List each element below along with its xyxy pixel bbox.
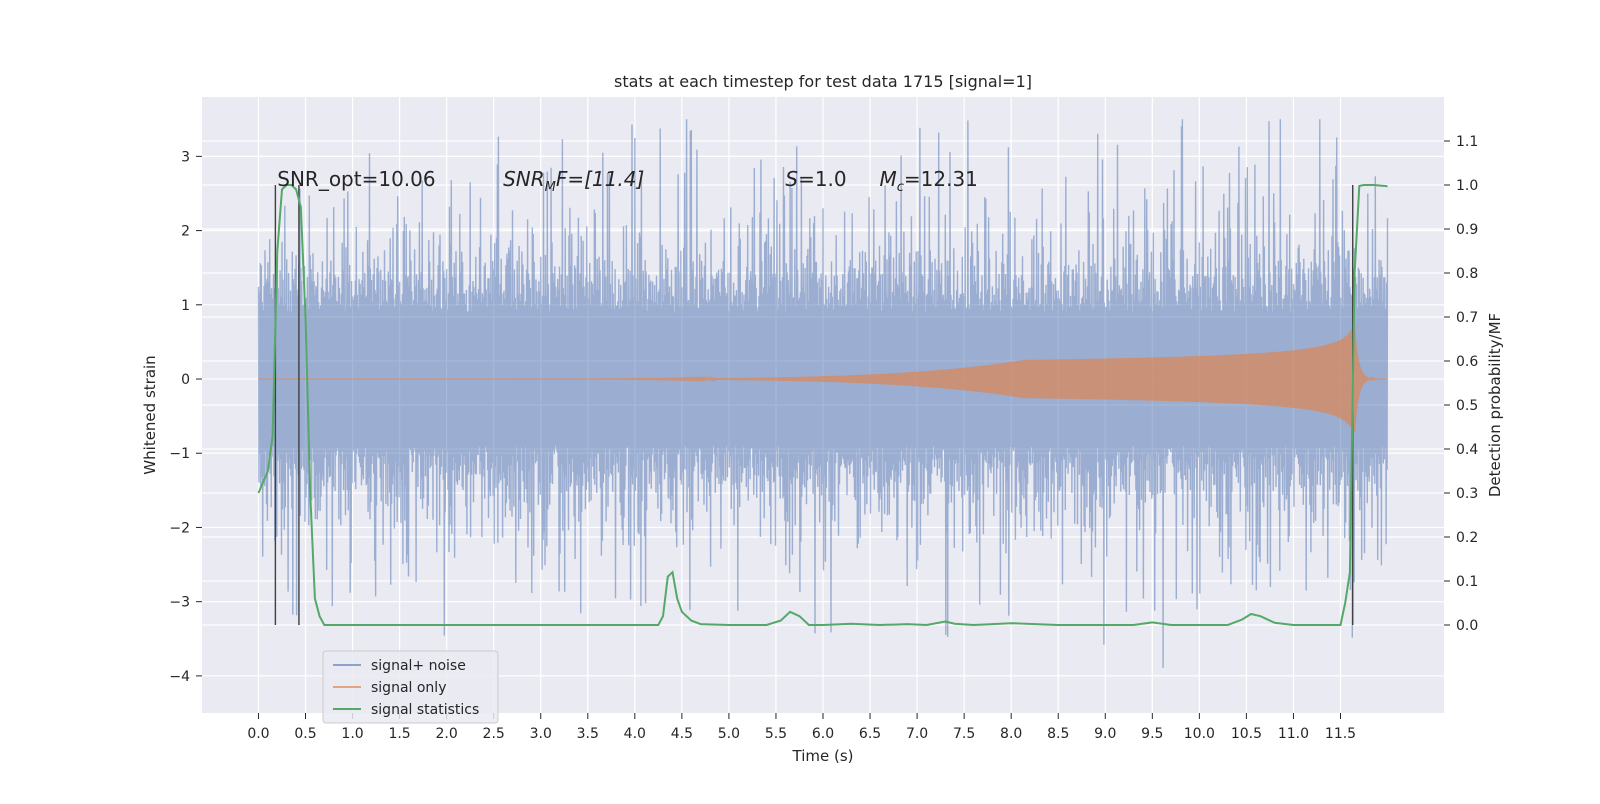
x-axis-label: Time (s) [792,747,854,765]
x-tick-label: 3.0 [530,726,552,742]
y-tick-label-right: 0.1 [1456,574,1478,590]
legend-label-signal-statistics: signal statistics [371,702,479,718]
y-tick-label-right: 0.6 [1456,354,1478,370]
legend-label-signal-noise: signal+ noise [371,658,466,674]
x-tick-label: 5.5 [765,726,787,742]
annotations: SNR_opt=10.06 SNRMF=[11.4] S=1.0 Mc=12.3… [277,167,978,195]
y-tick-label-right: 0.7 [1456,310,1478,326]
series-signal-only [258,323,1388,434]
x-tick-label: 9.0 [1094,726,1116,742]
annotation-snr-mf-sub: M [545,180,556,195]
y-tick-label-left: −3 [169,595,190,611]
x-tick-label: 1.5 [388,726,410,742]
x-tick-label: 4.0 [624,726,646,742]
annotation-snr-opt: SNR_opt=10.06 [277,167,435,191]
annotation-mc: Mc=12.31 [879,167,977,195]
line-signal-plus-noise [257,119,1389,668]
chart-title: stats at each timestep for test data 171… [614,72,1032,91]
y-tick-label-right: 0.0 [1456,618,1478,634]
x-tick-label: 8.5 [1047,726,1069,742]
annotation-mc-value: =12.31 [904,167,978,191]
y-tick-label-right: 0.5 [1456,398,1478,414]
annotation-s-value: =1.0 [798,167,847,191]
annotation-s: S=1.0 [785,167,846,191]
y-tick-label-left: −4 [169,669,190,685]
y-tick-label-right: 0.2 [1456,530,1478,546]
x-tick-label: 0.5 [294,726,316,742]
axis-ticks: 0.0 0.5 1.0 1.5 2.0 2.5 3.0 3.5 4.0 4.5 5.0 5.5 6.0 6… [169,134,1478,742]
y-tick-label-left: 3 [181,149,190,165]
y-axis-label-left: Whitened strain [141,355,159,474]
x-tick-label: 6.0 [812,726,834,742]
x-tick-label: 2.0 [436,726,458,742]
x-tick-label: 7.5 [953,726,975,742]
x-tick-label: 1.0 [341,726,363,742]
legend: signal+ noise signal only signal statist… [322,650,499,724]
x-tick-label: 0.0 [247,726,269,742]
y-tick-label-right: 0.8 [1456,266,1478,282]
x-tick-label: 5.0 [718,726,740,742]
x-tick-label: 11.0 [1278,726,1309,742]
x-tick-label: 8.0 [1000,726,1022,742]
x-tick-label: 2.5 [483,726,505,742]
series-signal-statistics [257,184,1388,627]
x-tick-label: 9.5 [1141,726,1163,742]
annotation-mc-sub: c [897,180,904,195]
legend-label-signal-only: signal only [371,680,446,696]
annotation-mc-base: M [879,167,896,191]
x-tick-label: 7.0 [906,726,928,742]
y-tick-label-left: −2 [169,520,190,536]
series-signal-plus-noise [257,119,1389,668]
x-tick-label: 11.5 [1325,726,1356,742]
legend-box [322,650,499,724]
annotation-s-symbol: S [785,167,798,191]
x-tick-label: 10.0 [1184,726,1215,742]
annotation-snr-mf: SNRMF=[11.4] [503,167,644,195]
y-tick-label-right: 0.3 [1456,486,1478,502]
y-tick-label-left: 0 [181,372,190,388]
line-signal-only [258,323,1388,434]
y-tick-label-right: 1.1 [1456,134,1478,150]
line-signal-statistics [257,184,1388,627]
y-tick-label-left: 1 [181,298,190,314]
x-tick-label: 6.5 [859,726,881,742]
y-tick-label-right: 0.9 [1456,222,1478,238]
y-tick-label-left: 2 [181,224,190,240]
y-tick-label-right: 1.0 [1456,178,1478,194]
x-tick-label: 3.5 [577,726,599,742]
annotation-snr-mf-base: SNR [503,167,545,191]
x-tick-label: 10.5 [1231,726,1262,742]
y-axis-label-right: Detection probability/MF [1486,313,1504,497]
y-tick-label-left: −1 [169,446,190,462]
y-tick-label-right: 0.4 [1456,442,1478,458]
x-tick-label: 4.5 [671,726,693,742]
annotation-snr-mf-rest: F=[11.4] [556,167,644,191]
